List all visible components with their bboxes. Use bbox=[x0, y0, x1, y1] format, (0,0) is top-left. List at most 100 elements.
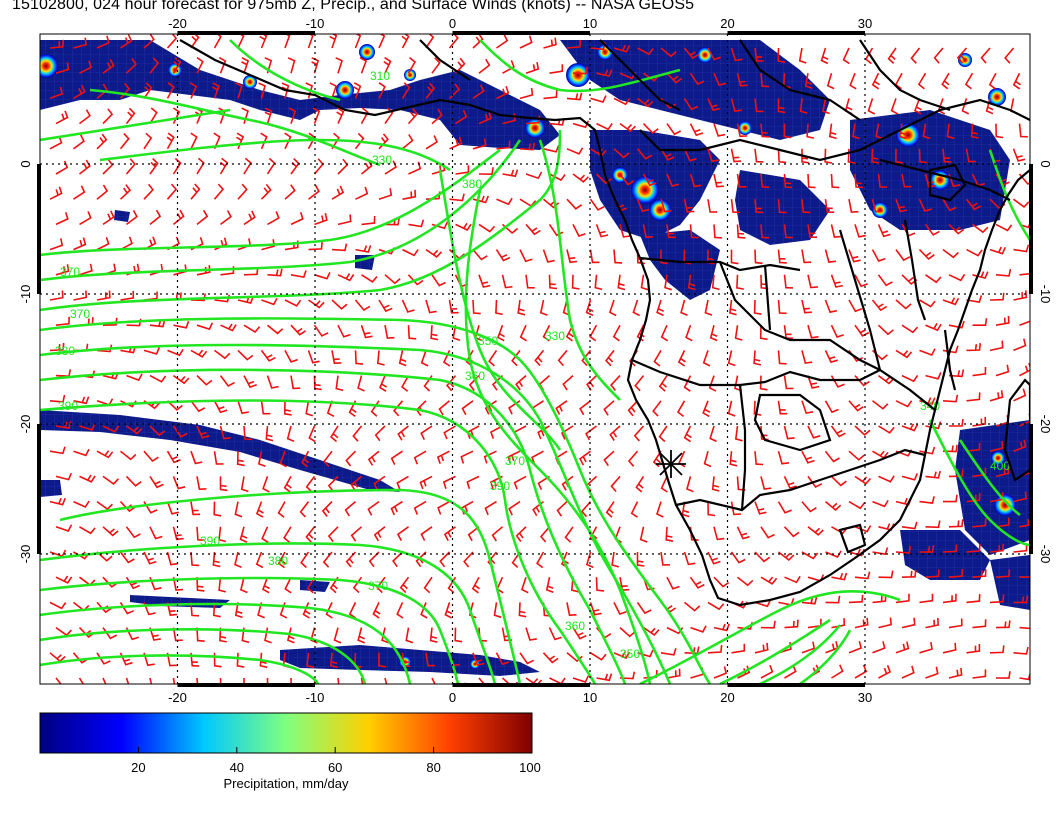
wind-barb bbox=[454, 57, 466, 74]
wind-barb bbox=[79, 159, 91, 175]
wind-barb bbox=[483, 450, 497, 464]
wind-barb bbox=[96, 500, 113, 511]
wind-barb bbox=[266, 677, 269, 684]
wind-barb bbox=[218, 56, 227, 74]
wind-barb bbox=[901, 173, 912, 188]
wind-barb bbox=[854, 375, 870, 387]
wind-barb bbox=[754, 98, 764, 113]
wind-barb bbox=[196, 425, 210, 439]
wind-barb bbox=[703, 450, 712, 468]
wind-barb bbox=[919, 299, 936, 308]
wind-barb bbox=[619, 122, 636, 133]
contour-label: 380 bbox=[462, 177, 482, 191]
lon-tick-label-bottom: 0 bbox=[449, 690, 456, 705]
wind-barb bbox=[329, 652, 338, 669]
wind-barb bbox=[438, 400, 451, 416]
wind-barb bbox=[543, 90, 558, 100]
wind-barb bbox=[872, 641, 886, 654]
frame-bar bbox=[37, 424, 41, 554]
wind-barb bbox=[948, 469, 964, 478]
wind-barb bbox=[549, 677, 566, 684]
wind-barb bbox=[515, 526, 527, 542]
wind-barb bbox=[988, 72, 997, 90]
wind-barb bbox=[196, 322, 214, 331]
wind-barb bbox=[854, 425, 871, 436]
wind-barb bbox=[220, 210, 232, 226]
lake-malawi bbox=[943, 329, 957, 391]
wind-barb bbox=[425, 135, 439, 150]
precip-cell bbox=[525, 118, 545, 138]
wind-barb bbox=[374, 425, 386, 442]
wind-barb bbox=[190, 652, 200, 667]
contour-line bbox=[229, 39, 341, 102]
wind-barb bbox=[665, 526, 674, 542]
border bbox=[639, 98, 1030, 162]
wind-barb bbox=[709, 425, 717, 443]
wind-barb bbox=[96, 35, 110, 49]
wind-barb bbox=[942, 148, 952, 163]
wind-barb bbox=[660, 476, 668, 493]
wind-barb bbox=[166, 183, 178, 200]
wind-barb bbox=[79, 211, 92, 226]
wind-barb bbox=[995, 620, 1011, 629]
lon-tick-label-bottom: -20 bbox=[168, 690, 187, 705]
colorbar-label: Precipitation, mm/day bbox=[223, 776, 349, 791]
wind-barb bbox=[948, 273, 966, 282]
wind-barb bbox=[736, 526, 750, 540]
wind-barb bbox=[478, 167, 494, 176]
wind-barb bbox=[360, 107, 369, 124]
wind-barb bbox=[495, 652, 510, 666]
wind-barb bbox=[497, 324, 505, 342]
precip-cell bbox=[994, 494, 1016, 516]
wind-barb bbox=[1013, 198, 1030, 208]
wind-barb bbox=[707, 601, 725, 611]
wind-barb bbox=[166, 400, 183, 411]
wind-barb bbox=[525, 627, 537, 641]
wind-barb bbox=[807, 224, 817, 238]
wind-barb bbox=[754, 47, 764, 62]
contour-line bbox=[40, 108, 231, 142]
wind-barb bbox=[683, 47, 700, 60]
wind-barb bbox=[190, 551, 200, 567]
wind-barb bbox=[525, 274, 535, 289]
wind-barb bbox=[830, 274, 843, 288]
wind-barb bbox=[172, 425, 188, 438]
wind-barb bbox=[566, 652, 583, 663]
wind-barb bbox=[877, 173, 888, 188]
wind-barb bbox=[167, 348, 184, 357]
wind-barb bbox=[237, 238, 252, 251]
wind-barb bbox=[398, 350, 407, 367]
wind-barb bbox=[875, 123, 884, 140]
wind-barb bbox=[502, 169, 519, 178]
wind-barb bbox=[149, 526, 163, 540]
wind-barb bbox=[287, 57, 296, 74]
wind-barb bbox=[79, 526, 96, 535]
wind-barb bbox=[989, 594, 1005, 604]
wind-barb bbox=[995, 671, 1011, 679]
wind-barb bbox=[713, 173, 724, 188]
contour-line bbox=[40, 654, 320, 684]
wind-barb bbox=[730, 199, 741, 214]
wind-barb bbox=[264, 107, 273, 124]
wind-barb bbox=[49, 601, 67, 610]
wind-barb bbox=[172, 677, 176, 684]
wind-barb bbox=[760, 73, 770, 88]
wind-barb bbox=[393, 400, 404, 417]
wind-barb bbox=[619, 627, 636, 638]
wind-barb bbox=[777, 501, 792, 514]
precip-gulf bbox=[640, 230, 720, 300]
contour-line bbox=[538, 139, 621, 401]
wind-barb bbox=[783, 325, 794, 340]
wind-barb bbox=[595, 224, 609, 238]
lesotho bbox=[838, 523, 867, 554]
wind-barb bbox=[166, 602, 178, 616]
wind-barb bbox=[878, 617, 892, 629]
wind-barb bbox=[895, 349, 913, 359]
wind-barb bbox=[402, 248, 419, 257]
wind-barb bbox=[542, 249, 555, 263]
wind-barb bbox=[490, 425, 503, 439]
wind-barb bbox=[898, 123, 907, 140]
wind-barb bbox=[948, 618, 963, 629]
wind-barb bbox=[359, 56, 368, 74]
wind-barb bbox=[502, 60, 515, 74]
